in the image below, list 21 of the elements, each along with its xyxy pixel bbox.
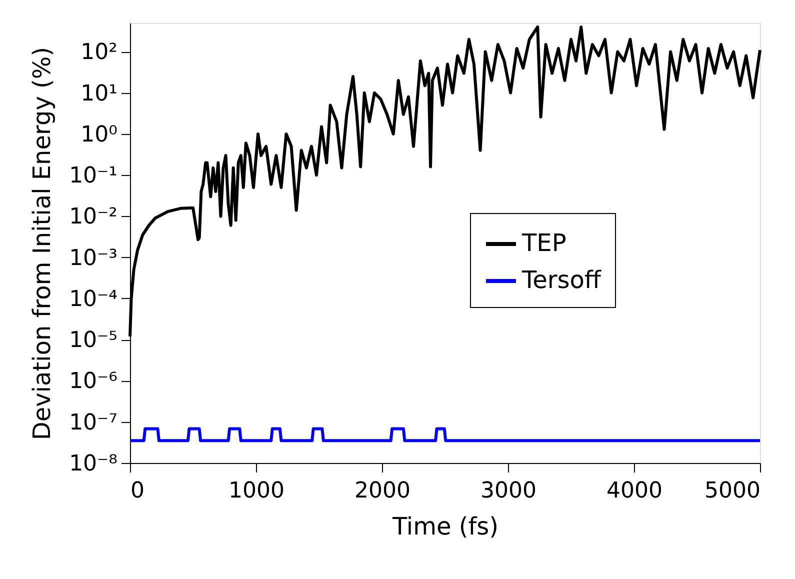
y-tick-label: 10¹: [80, 81, 118, 106]
y-tick-label: 10⁻⁶: [69, 369, 118, 394]
y-tick-label: 10⁻⁴: [69, 287, 118, 312]
x-tick-label: 2000: [354, 478, 410, 504]
y-tick-label: 10²: [80, 40, 118, 66]
x-tick-label: 3000: [480, 478, 536, 504]
x-tick-label: 4000: [606, 478, 662, 504]
y-axis-title: Deviation from Initial Energy (%): [28, 46, 56, 440]
y-tick-label: 10⁻⁵: [69, 328, 118, 354]
legend-label: TEP: [521, 229, 566, 257]
legend-label: Tersoff: [521, 266, 602, 294]
x-tick-label: 1000: [228, 478, 284, 504]
y-tick-label: 10⁰: [80, 122, 118, 148]
x-tick-label: 5000: [704, 478, 760, 504]
x-axis-title: Time (fs): [391, 512, 499, 540]
y-tick-label: 10⁻⁷: [69, 410, 118, 436]
y-tick-label: 10⁻¹: [69, 164, 118, 189]
x-tick-label: 0: [130, 478, 144, 504]
y-tick-label: 10⁻²: [69, 204, 118, 230]
y-tick-label: 10⁻³: [69, 246, 118, 271]
y-tick-label: 10⁻⁸: [69, 452, 118, 476]
